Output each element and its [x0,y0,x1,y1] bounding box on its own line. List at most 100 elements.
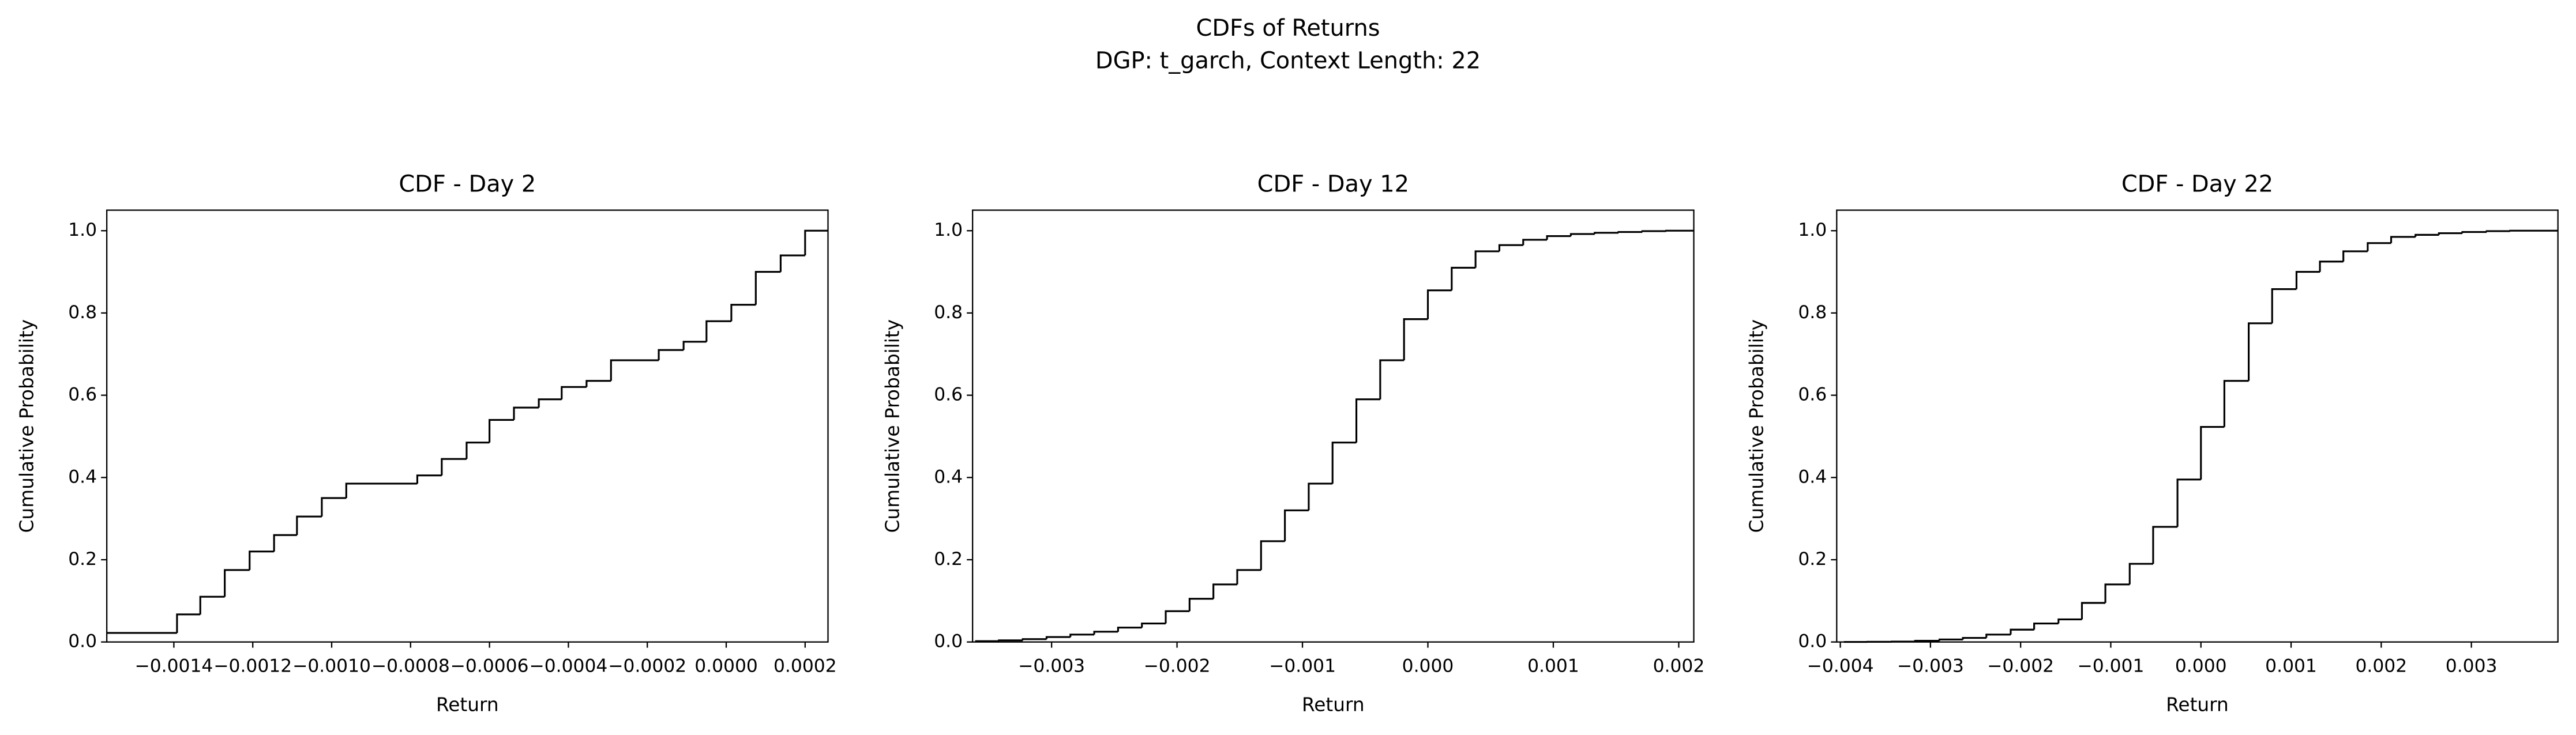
x-tick-label: 0.000 [2175,655,2227,676]
x-tick-label: −0.004 [1807,655,1874,676]
y-tick-label: 0.4 [1798,466,1827,487]
cdf-step [513,406,539,420]
cdf-step [1498,244,1523,251]
cdf-step [1914,639,1940,642]
x-axis-label: Return [436,694,499,716]
figure-title: CDFs of Returns [1196,15,1380,42]
cdf-step [2438,232,2462,235]
cdf-step [1962,636,1987,640]
y-tick-label: 0.6 [1798,385,1827,405]
cdf-step [1308,483,1333,511]
cdf-step [465,442,490,459]
x-tick-label: −0.001 [1269,655,1336,676]
figure-subtitle: DGP: t_garch, Context Length: 22 [1095,48,1481,74]
cdf-step [561,386,587,399]
cdf-step [2033,622,2059,630]
cdf-step [2390,236,2416,243]
subplot-title: CDF - Day 22 [2121,171,2273,197]
cdf-step [1594,232,1619,234]
x-tick-label: −0.001 [2077,655,2144,676]
cdf-step [1331,442,1357,484]
x-tick-label: 0.0000 [694,655,758,676]
axes-frame [972,209,1695,643]
cdf-step [2104,583,2130,603]
cdf-step [321,497,347,517]
cdf-step [296,515,322,536]
axes-frame [1836,209,2559,643]
y-tick-label: 0.2 [934,549,963,570]
cdf-step [998,639,1023,642]
cdf-step [1451,266,1476,291]
cdf-step [224,569,250,597]
cdf-step [1188,598,1214,612]
cdf-step [1284,509,1309,541]
x-tick-label: −0.002 [1987,655,2054,676]
y-tick-label: 0.0 [68,631,97,652]
cdf-step [585,380,611,387]
x-tick-label: −0.0006 [450,655,529,676]
cdf-step [1985,634,2011,638]
cdf-step [1069,634,1095,638]
y-axis-label: Cumulative Probability [881,319,903,533]
x-tick-label: −0.003 [1018,655,1085,676]
cdf-step [682,341,707,350]
axes-frame [106,209,829,643]
x-tick-label: 0.002 [1653,655,1705,676]
y-tick-label: 0.0 [934,631,963,652]
cdf-step [2271,288,2297,323]
cdf-step [538,398,562,408]
cdf-step [779,254,805,272]
cdf-step [1546,235,1571,240]
cdf-step [1569,233,1595,236]
cdf-step [176,613,201,633]
cdf-step [2128,563,2153,585]
y-tick-label: 0.8 [1798,302,1827,323]
cdf-step [1379,359,1405,399]
cdf-step [1236,569,1261,585]
cdf-step [1641,230,1666,232]
x-tick-label: −0.0014 [134,655,213,676]
y-tick-label: 1.0 [68,220,97,240]
x-tick-label: 0.003 [2446,655,2498,676]
y-axis-label: Cumulative Probability [1746,319,1768,533]
x-tick-label: −0.0004 [529,655,607,676]
cdf-step [2485,230,2510,232]
y-tick-label: 1.0 [934,220,963,240]
cdf-step [2200,425,2225,480]
cdf-step [1117,627,1142,632]
cdf-step [441,458,467,476]
cdf-step [2248,322,2273,381]
cdf-step [1355,398,1380,443]
x-axis-label: Return [2166,694,2229,716]
cdf-step [2223,380,2249,427]
x-tick-label: 0.001 [2265,655,2317,676]
x-axis-label: Return [1302,694,1365,716]
cdf-step [345,483,418,498]
cdf-step [1212,583,1237,599]
cdf-step [2414,233,2439,237]
x-tick-label: −0.002 [1144,655,1211,676]
y-tick-label: 0.4 [68,466,97,487]
cdf-step [610,359,659,381]
x-tick-label: −0.0008 [371,655,450,676]
cdf-step [2152,526,2178,564]
y-tick-label: 0.2 [1798,549,1827,570]
cdf-step [705,320,731,342]
cdf-step [1141,622,1166,628]
cdf-step [1165,610,1190,624]
y-tick-label: 0.4 [934,466,963,487]
cdf-step [2319,261,2344,272]
cdf-step [2010,628,2034,635]
cdf-step [2295,271,2320,289]
cdf-step [2081,602,2106,620]
cdf-step [2461,231,2487,233]
x-tick-label: −0.003 [1897,655,1964,676]
cdf-step [2057,618,2082,624]
y-axis-label: Cumulative Probability [16,319,37,533]
cdf-step [754,271,781,305]
x-tick-label: 0.0002 [773,655,837,676]
y-tick-label: 0.6 [68,385,97,405]
cdf-step [416,474,442,484]
x-tick-label: 0.001 [1527,655,1579,676]
